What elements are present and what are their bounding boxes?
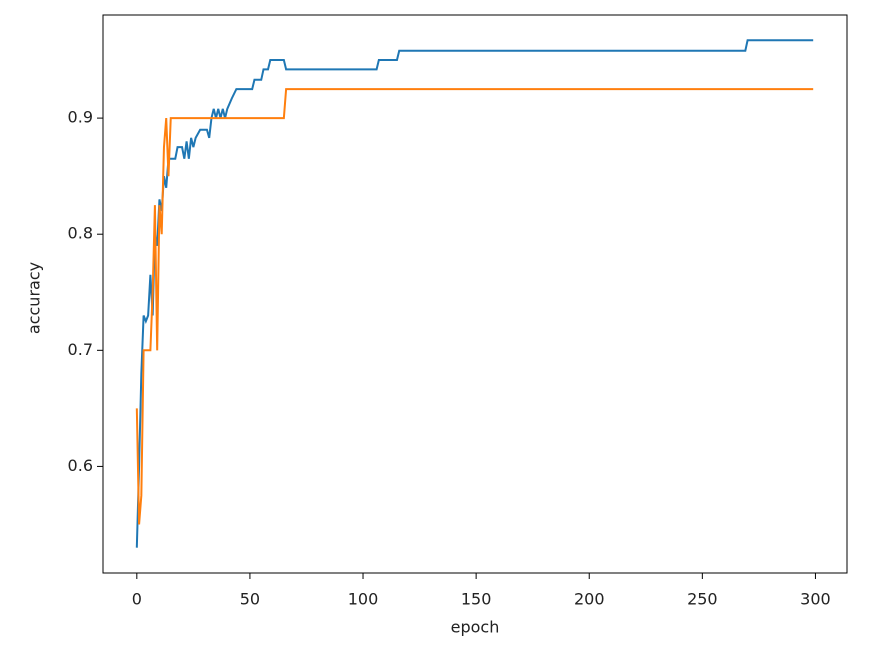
x-tick-label: 300 — [800, 590, 831, 609]
plot-frame — [102, 14, 848, 574]
y-axis-label: accuracy — [25, 262, 44, 334]
x-axis-label: epoch — [451, 618, 500, 637]
series-line — [135, 88, 814, 525]
series-line — [135, 39, 814, 548]
x-tick-label: 250 — [687, 590, 718, 609]
x-tick-label: 100 — [348, 590, 379, 609]
x-tick-label: 150 — [461, 590, 492, 609]
y-tick-label: 0.9 — [68, 108, 93, 127]
x-tick-label: 0 — [132, 590, 142, 609]
x-tick-label: 50 — [240, 590, 260, 609]
y-tick-label: 0.6 — [68, 456, 93, 475]
y-tick-label: 0.8 — [68, 224, 93, 243]
y-tick-label: 0.7 — [68, 340, 93, 359]
x-tick-label: 200 — [574, 590, 605, 609]
